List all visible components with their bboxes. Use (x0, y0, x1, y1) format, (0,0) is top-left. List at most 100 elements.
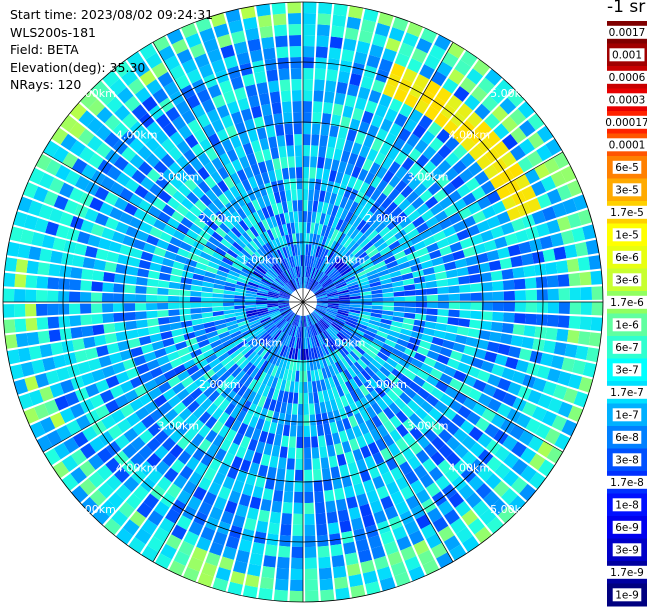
data-cell (213, 531, 228, 546)
data-cell (372, 256, 384, 266)
data-cell (569, 287, 581, 300)
data-cell (259, 233, 269, 245)
data-cell (166, 483, 182, 499)
data-cell (94, 212, 109, 226)
data-cell (426, 375, 439, 387)
data-cell (354, 345, 366, 356)
data-cell (385, 235, 398, 246)
data-cell (510, 255, 523, 268)
data-cell (338, 307, 350, 312)
data-cell (412, 124, 427, 139)
data-cell (510, 145, 526, 161)
data-cell (178, 125, 193, 140)
data-cell (190, 387, 203, 400)
data-cell (168, 288, 180, 296)
data-cell (450, 175, 465, 190)
data-cell (80, 314, 93, 326)
data-cell (362, 262, 374, 271)
data-cell (359, 284, 371, 290)
data-cell (165, 508, 181, 524)
data-cell (578, 376, 593, 393)
data-cell (288, 313, 296, 323)
data-cell (216, 327, 229, 335)
data-cell (370, 233, 382, 245)
data-cell (317, 345, 324, 357)
data-cell (311, 312, 320, 322)
data-cell (134, 528, 152, 545)
data-cell (253, 116, 265, 130)
data-cell (274, 168, 283, 181)
data-cell (459, 77, 477, 94)
data-cell (459, 119, 475, 136)
data-cell (376, 330, 388, 339)
data-cell (477, 433, 493, 448)
data-cell (130, 452, 146, 468)
data-cell (17, 347, 32, 363)
data-cell (510, 335, 524, 347)
data-cell (371, 402, 383, 415)
data-cell (421, 130, 436, 145)
data-cell (348, 213, 358, 226)
data-cell (546, 219, 561, 234)
colorbar-label: 3e-9 (615, 544, 639, 556)
range-label: 5.00km (490, 87, 532, 100)
data-cell (305, 277, 310, 289)
data-cell (376, 566, 393, 581)
data-cell (355, 538, 370, 552)
data-cell (146, 79, 162, 95)
data-cell (303, 101, 312, 113)
data-cell (115, 221, 129, 234)
data-cell (388, 442, 401, 457)
data-cell (98, 430, 114, 446)
data-cell (361, 336, 373, 346)
data-cell (448, 212, 462, 225)
info-panel: Start time: 2023/08/02 09:24:31 WLS200s-… (10, 6, 213, 94)
data-cell (206, 266, 218, 274)
data-cell (71, 158, 88, 174)
data-cell (135, 303, 147, 311)
data-cell (167, 197, 181, 210)
data-cell (271, 341, 280, 353)
data-cell (95, 379, 110, 393)
data-cell (264, 337, 274, 348)
data-cell (303, 348, 306, 360)
data-cell (501, 151, 517, 168)
data-cell (304, 447, 312, 459)
data-cell (303, 425, 311, 437)
data-cell (188, 521, 204, 536)
data-cell (158, 381, 172, 394)
data-cell (139, 43, 157, 60)
colorbar-label-bg (612, 453, 642, 467)
data-cell (322, 331, 331, 342)
data-cell (171, 268, 183, 277)
data-cell (3, 319, 16, 334)
data-cell (315, 246, 321, 258)
data-cell (203, 276, 215, 284)
data-cell (303, 414, 310, 426)
data-cell (547, 302, 559, 314)
data-cell (547, 397, 563, 414)
data-cell (157, 280, 170, 288)
data-cell (331, 363, 340, 375)
data-cell (369, 281, 382, 288)
data-cell (61, 455, 79, 472)
data-cell (371, 218, 383, 230)
data-cell (285, 358, 291, 370)
data-cell (64, 199, 79, 215)
data-cell (56, 425, 72, 441)
data-cell (338, 407, 348, 420)
data-cell (246, 153, 257, 166)
data-cell (543, 340, 556, 354)
data-cell (289, 35, 302, 47)
data-cell (281, 167, 290, 180)
data-cell (360, 396, 371, 409)
data-cell (381, 394, 394, 407)
data-cell (304, 469, 313, 481)
data-cell (221, 257, 234, 266)
data-cell (72, 338, 85, 351)
data-cell (295, 233, 300, 245)
data-cell (216, 382, 228, 395)
data-cell (167, 375, 181, 388)
data-cell (119, 212, 134, 225)
data-cell (267, 307, 279, 312)
